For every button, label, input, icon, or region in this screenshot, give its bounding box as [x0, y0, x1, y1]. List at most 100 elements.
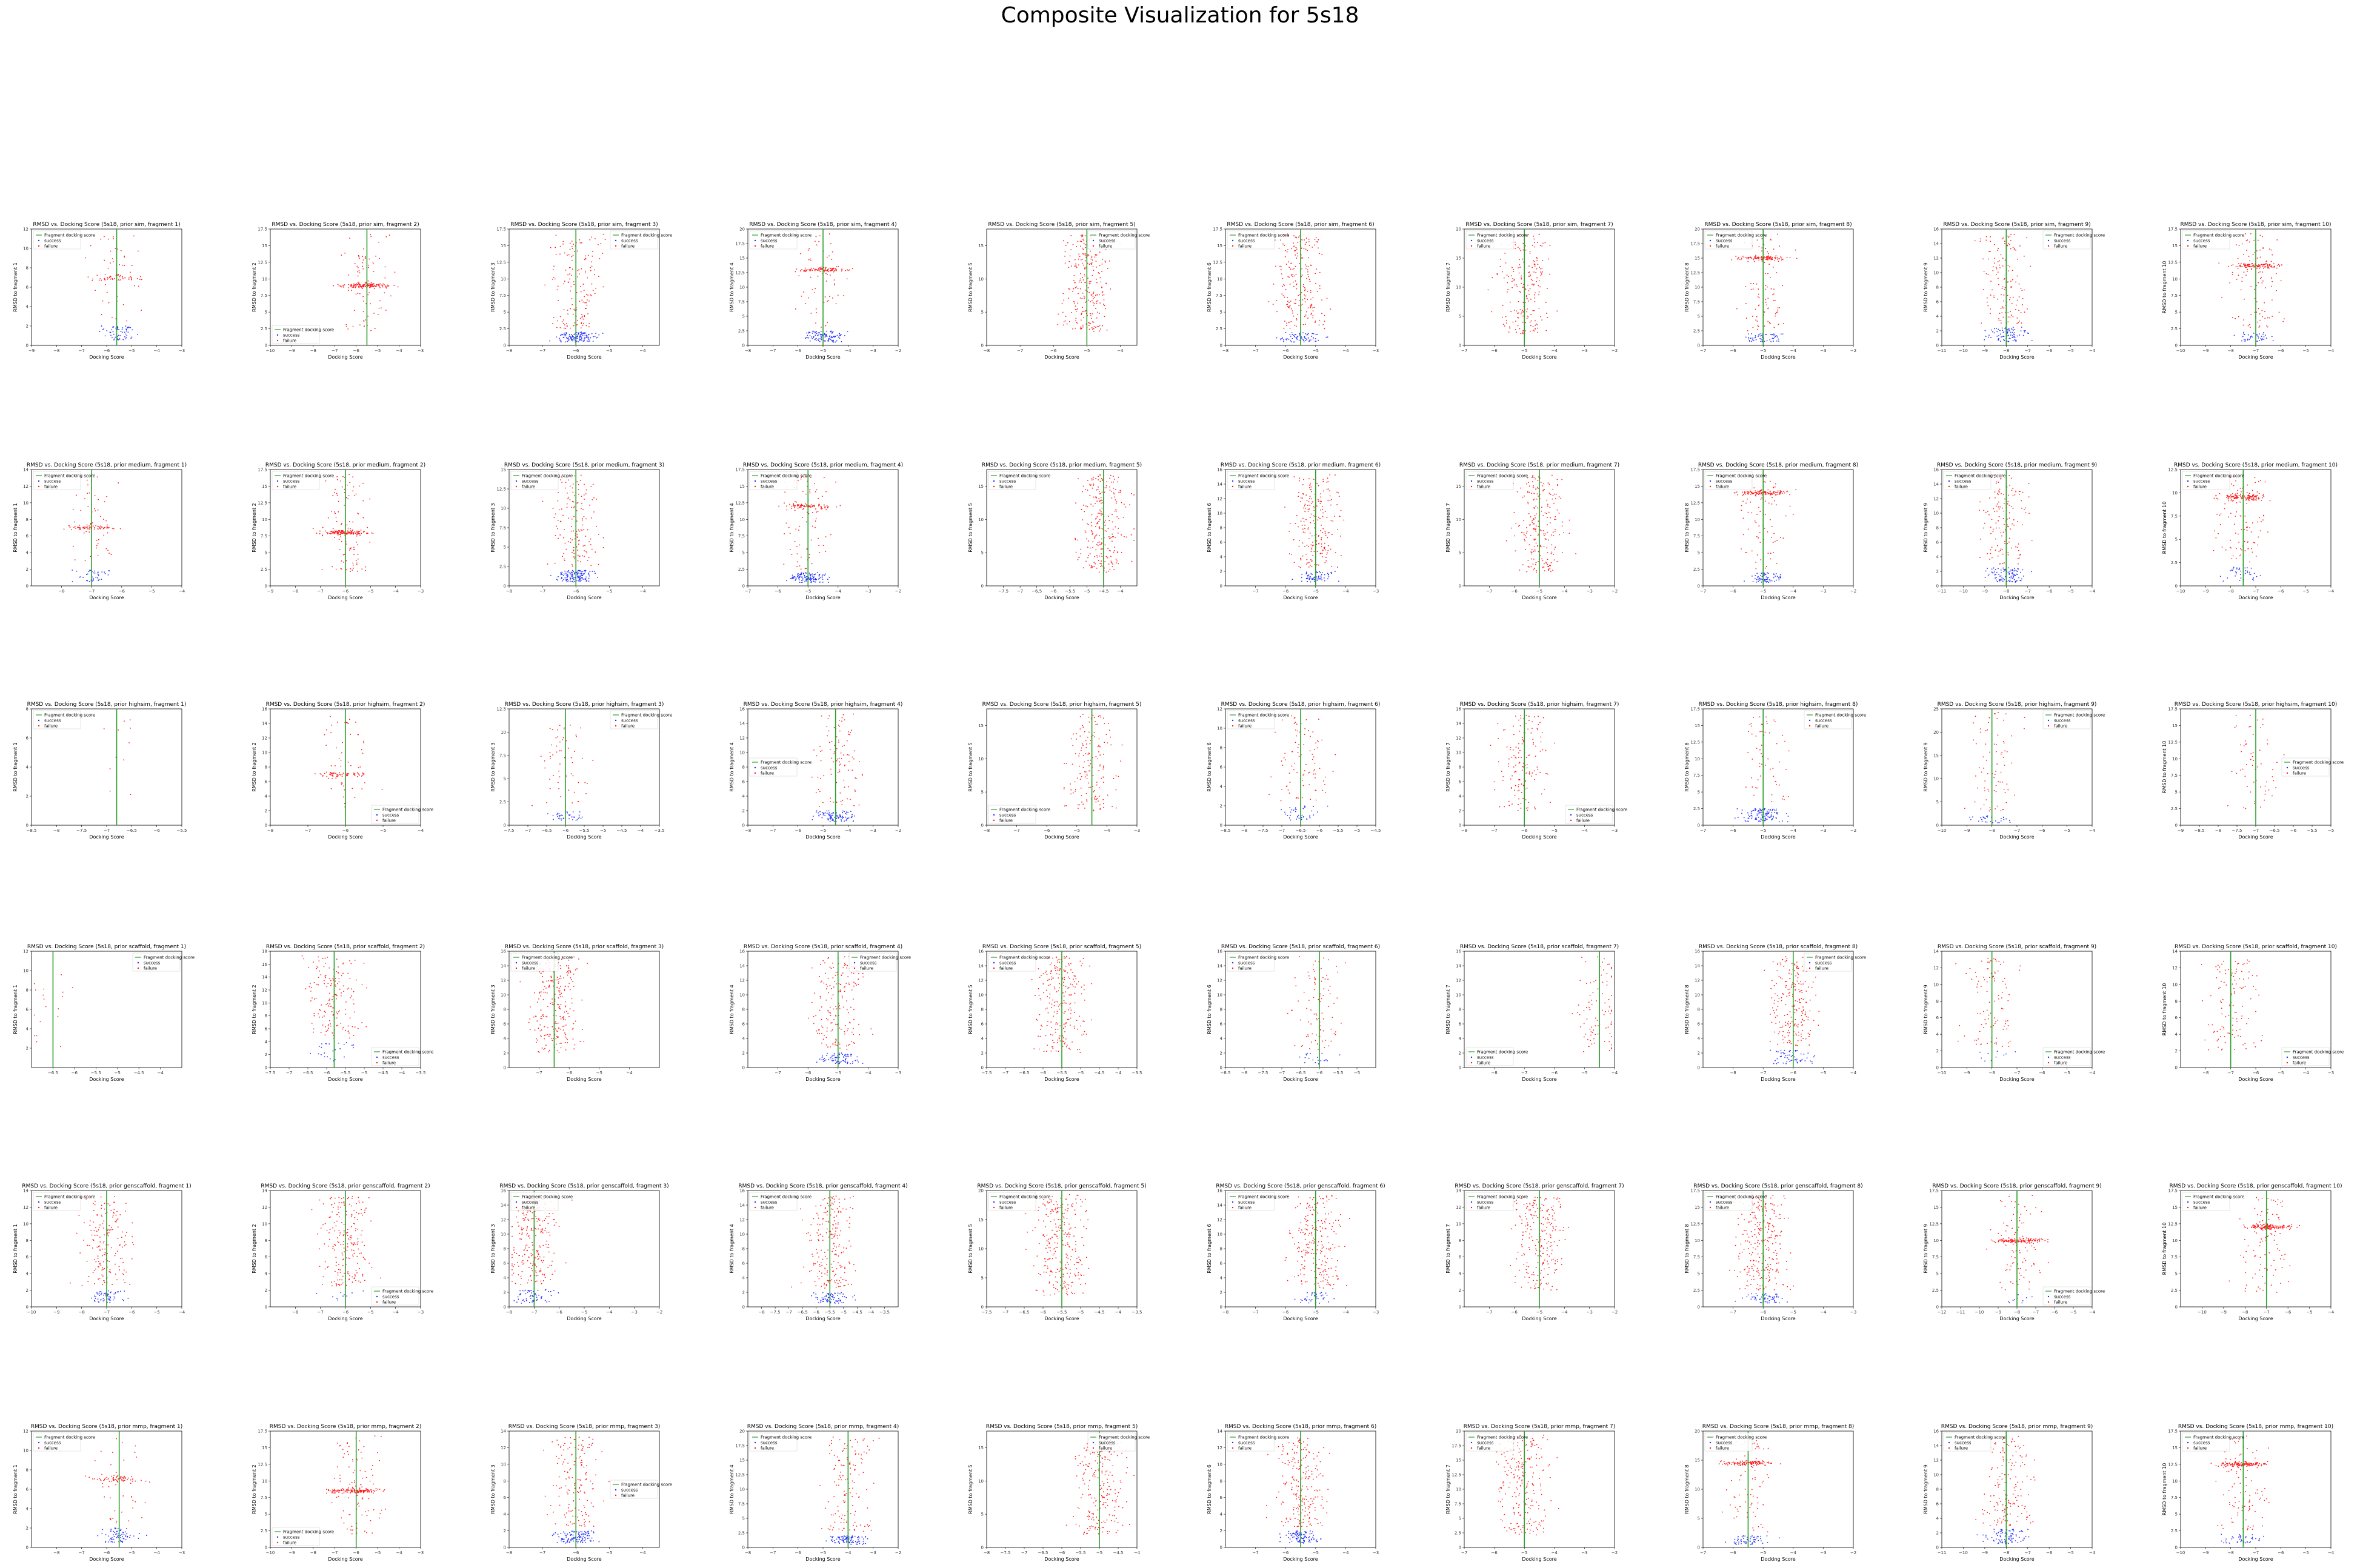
failure-point: [2242, 324, 2244, 326]
failure-point: [1538, 496, 1539, 497]
success-point: [798, 574, 799, 576]
failure-point: [1538, 294, 1539, 296]
failure-point: [602, 253, 604, 254]
failure-point: [2221, 296, 2222, 298]
y-tick-label: 2: [1220, 570, 1222, 574]
success-point: [1304, 337, 1305, 339]
success-point: [808, 337, 810, 339]
failure-point: [1091, 264, 1093, 265]
failure-point: [795, 501, 796, 502]
x-tick-label: −6.5: [1032, 589, 1042, 594]
failure-point: [1088, 299, 1089, 301]
failure-point: [92, 522, 93, 523]
failure-point: [581, 299, 583, 301]
success-point: [820, 338, 822, 340]
failure-point: [1098, 272, 1099, 273]
y-axis-label: RMSD to fragment 10: [2162, 261, 2167, 314]
success-point: [1302, 332, 1304, 334]
failure-point: [322, 527, 324, 528]
failure-point: [1536, 545, 1538, 547]
failure-point: [1553, 559, 1555, 561]
failure-point: [1539, 545, 1541, 547]
success-point: [579, 339, 581, 340]
failure-point: [1287, 249, 1288, 251]
failure-point: [337, 534, 339, 536]
failure-point: [1110, 537, 1112, 539]
failure-point: [1079, 297, 1081, 299]
success-point: [2012, 331, 2013, 333]
failure-point: [351, 285, 353, 287]
y-tick-label: 0: [2175, 344, 2178, 348]
failure-point: [1101, 553, 1102, 554]
success-point: [2013, 336, 2015, 337]
failure-point: [361, 285, 363, 287]
failure-point: [365, 566, 367, 568]
success-point: [1766, 340, 1768, 342]
failure-point: [1764, 311, 1765, 313]
y-tick-label: 15: [262, 244, 267, 248]
failure-point: [113, 528, 115, 530]
legend-label: Fragment docking score: [761, 474, 812, 479]
failure-point: [357, 281, 359, 283]
success-point: [828, 582, 829, 583]
failure-point: [110, 250, 112, 252]
success-point: [565, 580, 567, 582]
failure-point: [1756, 321, 1758, 322]
y-tick-label: 0: [26, 584, 28, 589]
failure-point: [379, 257, 380, 259]
success-point: [88, 571, 90, 573]
failure-point: [1095, 563, 1096, 565]
failure-point: [1093, 321, 1095, 323]
subplot-svg: RMSD vs. Docking Score (5s18, prior medi…: [490, 462, 664, 600]
failure-point: [1095, 327, 1096, 328]
failure-point: [1072, 328, 1073, 330]
y-tick-label: 12: [23, 227, 28, 232]
failure-point: [353, 486, 355, 488]
success-point: [809, 335, 811, 337]
success-point: [559, 339, 561, 341]
failure-point: [1100, 497, 1102, 498]
failure-point: [388, 285, 390, 287]
failure-point: [1527, 298, 1528, 299]
failure-point: [1326, 553, 1328, 555]
failure-point: [1296, 257, 1298, 259]
failure-point: [1099, 330, 1101, 332]
failure-point: [1082, 253, 1084, 254]
success-point: [1292, 337, 1293, 339]
failure-point: [1505, 320, 1507, 322]
failure-point: [793, 505, 795, 507]
success-point: [1769, 339, 1771, 341]
failure-point: [1774, 491, 1776, 493]
legend-label: success: [1238, 479, 1255, 484]
failure-point: [1107, 548, 1109, 549]
failure-point: [104, 501, 105, 503]
subplot-svg: RMSD vs. Docking Score (5s18, prior sim,…: [2162, 222, 2335, 360]
y-tick-label: 4: [1936, 314, 1939, 319]
failure-point: [1284, 296, 1285, 298]
failure-point: [356, 531, 358, 533]
failure-point: [1082, 567, 1084, 569]
failure-point: [338, 500, 339, 502]
success-point: [561, 334, 563, 336]
x-tick-label: −6: [104, 348, 110, 353]
success-point: [572, 576, 573, 577]
failure-point: [97, 509, 99, 511]
success-point: [118, 339, 119, 341]
success-point: [108, 570, 110, 571]
failure-point: [1533, 310, 1535, 311]
success-point: [2002, 330, 2004, 331]
failure-point: [1530, 275, 1532, 277]
failure-point: [2235, 265, 2237, 267]
failure-point: [1552, 570, 1553, 571]
failure-point: [1296, 237, 1298, 239]
failure-point: [362, 265, 364, 267]
failure-point: [1301, 239, 1303, 241]
success-point: [2012, 340, 2014, 342]
success-point: [1761, 334, 1762, 336]
failure-point: [1108, 570, 1110, 572]
success-point: [1310, 581, 1312, 583]
failure-point: [1525, 527, 1527, 528]
failure-point: [1772, 294, 1774, 296]
failure-point: [1305, 264, 1306, 266]
